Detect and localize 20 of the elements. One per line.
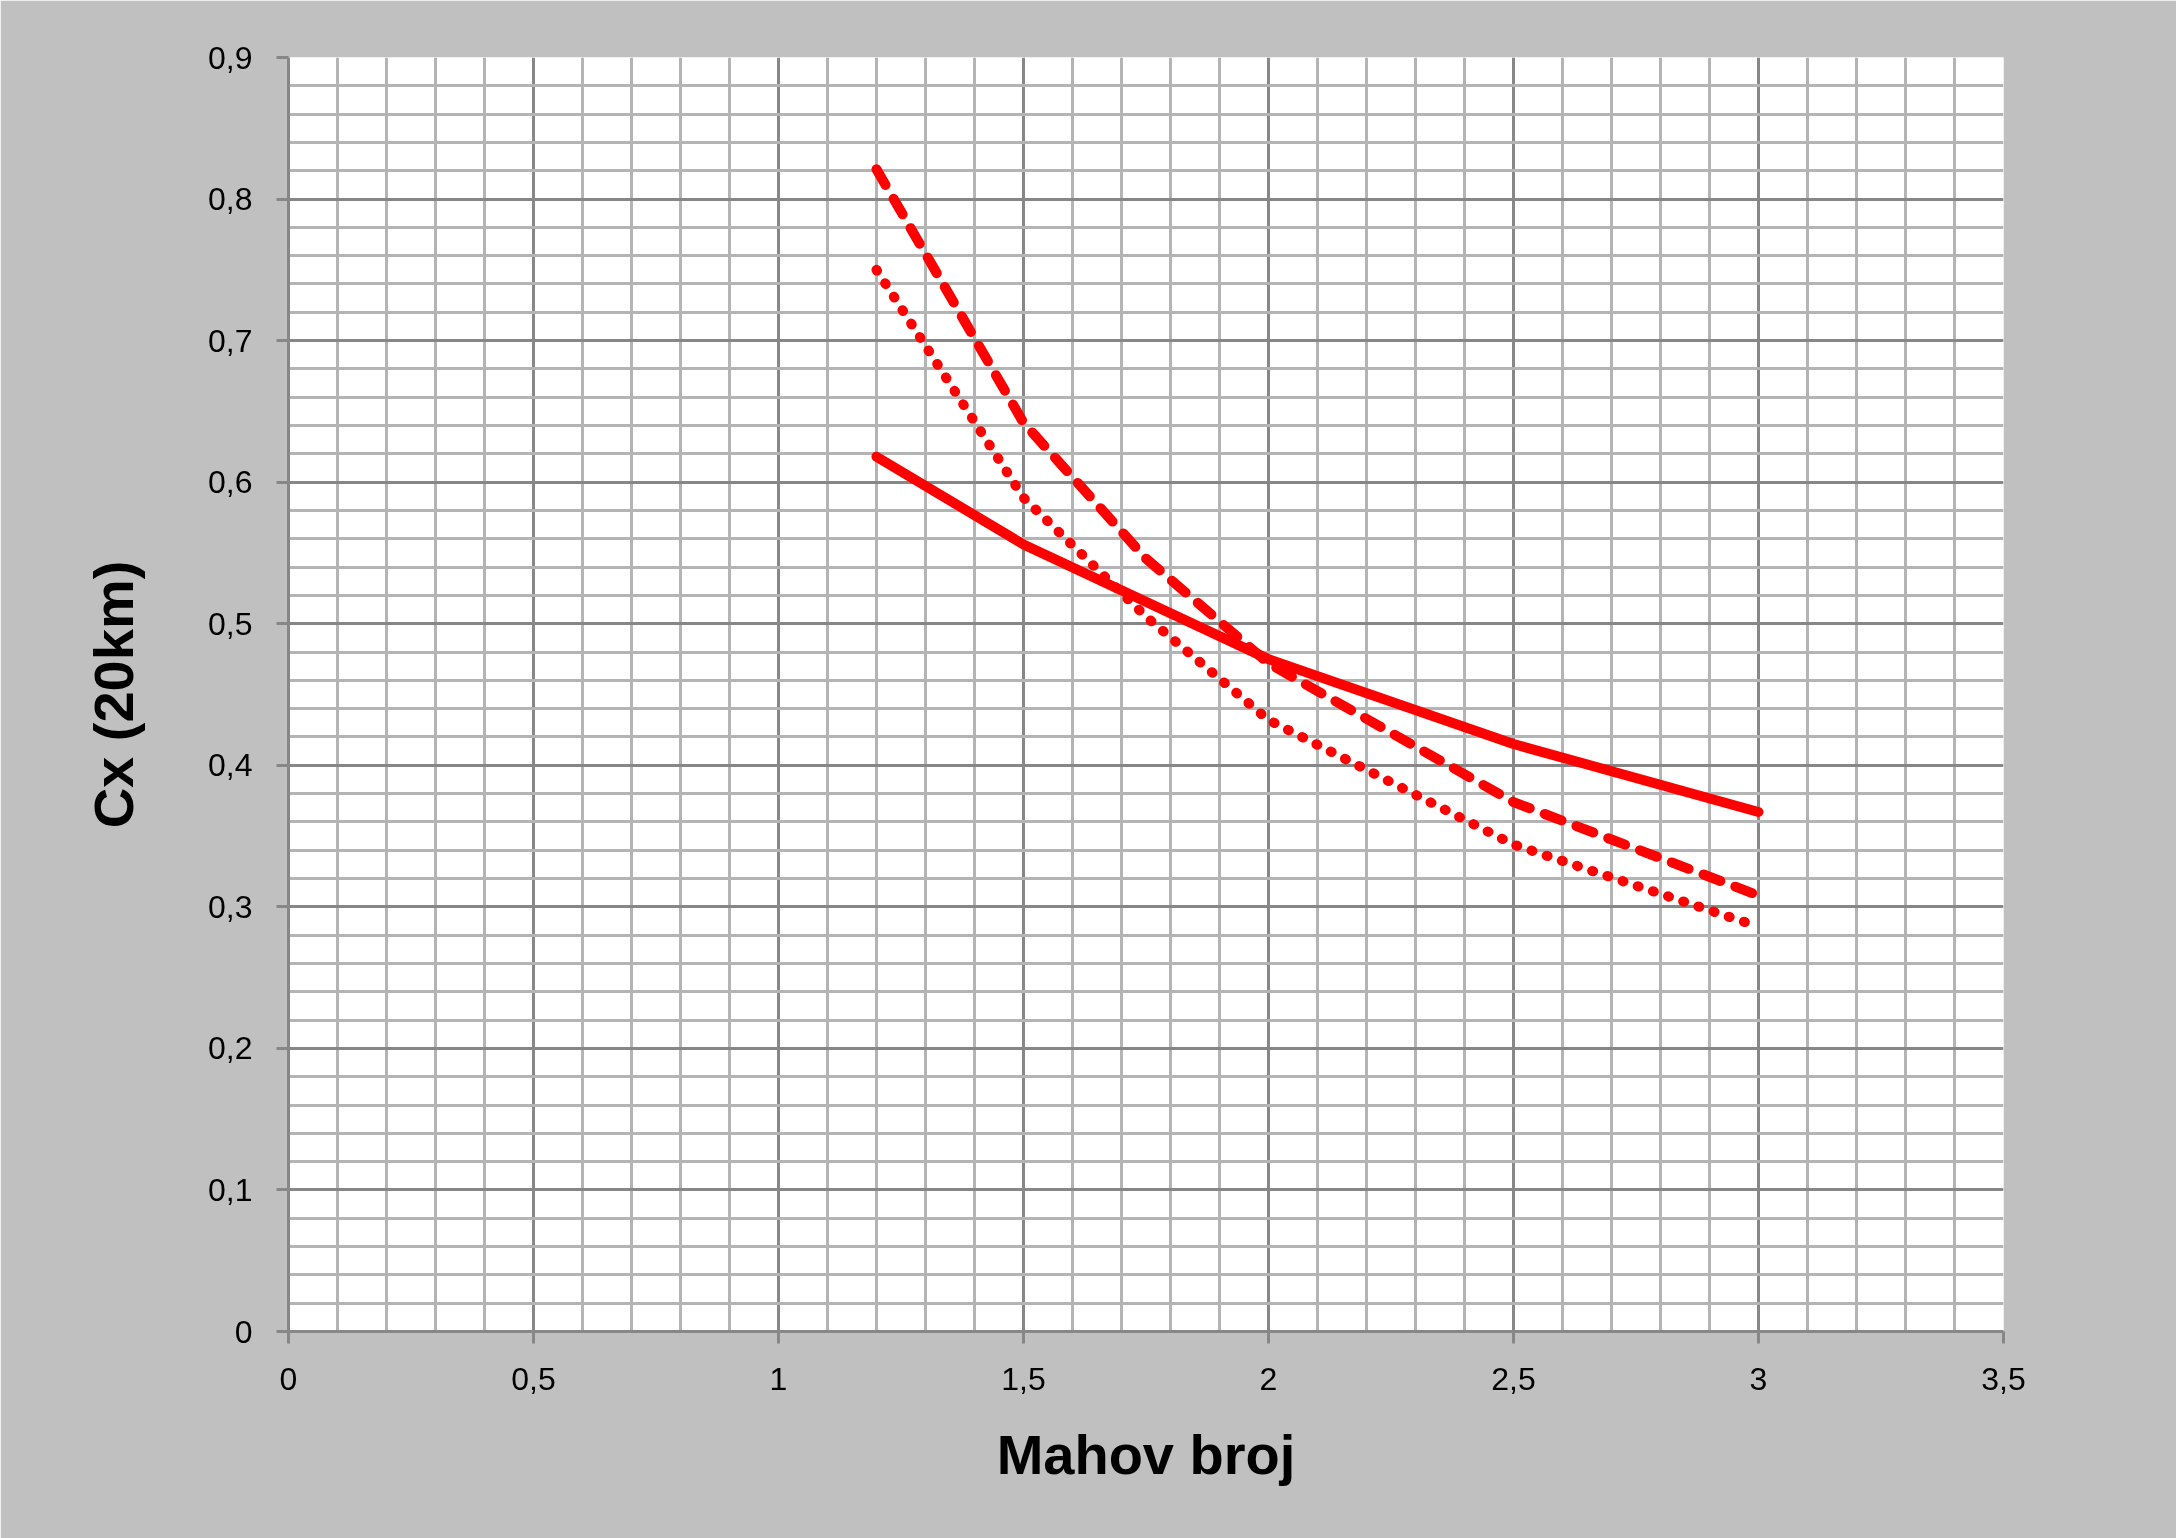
y-tick-label: 0,5 [208,605,253,642]
x-tick-label: 3 [1749,1360,1768,1397]
x-tick-label: 0,5 [511,1360,556,1397]
y-tick-label: 0,7 [208,322,253,359]
y-tick-label: 0,4 [208,747,253,784]
y-tick-label: 0,1 [208,1171,253,1208]
y-tick-label: 0 [234,1313,253,1350]
y-tick-label: 0,6 [208,464,253,501]
y-tick-label: 0,8 [208,181,253,218]
y-tick-label: 0,3 [208,888,253,925]
x-tick-label: 3,5 [1981,1360,2026,1397]
x-axis-title: Mahov broj [996,1422,1296,1486]
y-tick-label: 0,2 [208,1030,253,1067]
x-tick-label: 2,5 [1491,1360,1536,1397]
x-tick-label: 0 [279,1360,298,1397]
y-axis-title: Cx (20km) [82,560,146,829]
y-tick-label: 0,9 [208,39,253,76]
x-tick-label: 2 [1259,1360,1278,1397]
x-tick-label: 1,5 [1001,1360,1046,1397]
x-tick-label: 1 [769,1360,788,1397]
